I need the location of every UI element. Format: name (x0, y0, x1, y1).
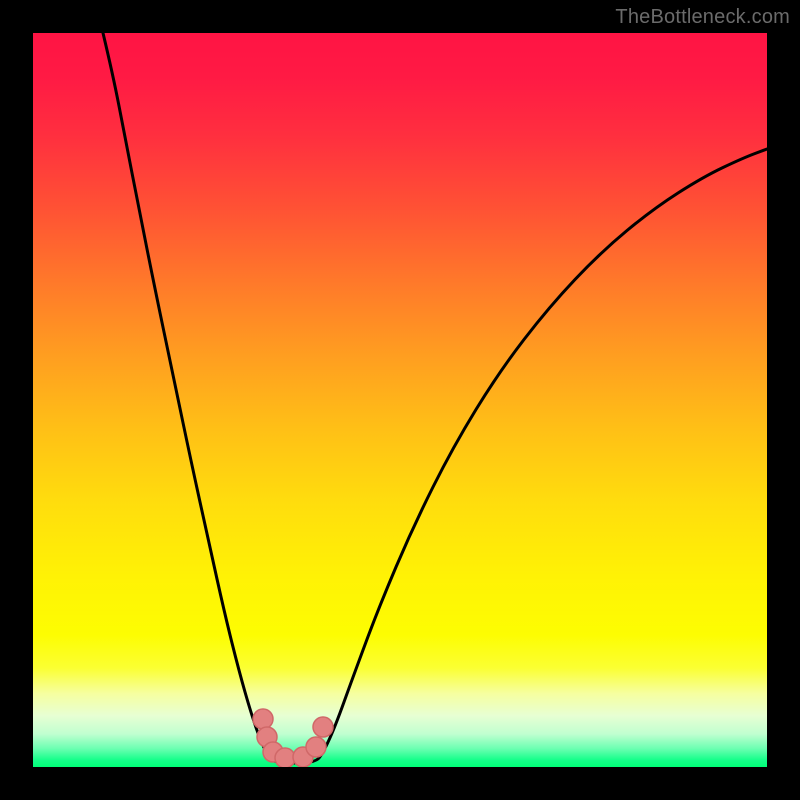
watermark-text: TheBottleneck.com (615, 6, 790, 29)
gradient-background (33, 33, 767, 767)
chart-stage: TheBottleneck.com (0, 0, 800, 800)
